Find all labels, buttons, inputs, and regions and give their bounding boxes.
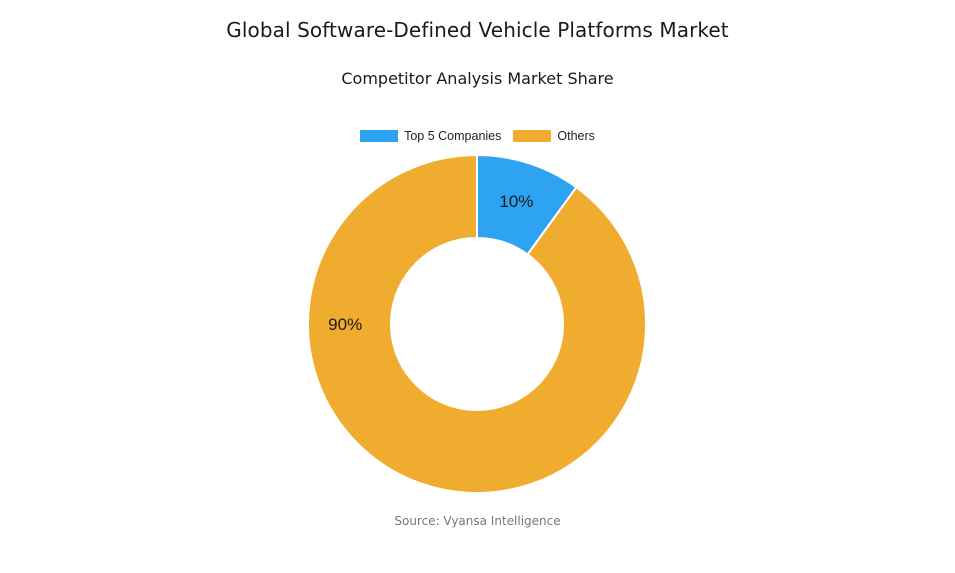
source-note: Source: Vyansa Intelligence bbox=[394, 514, 561, 528]
slice-label-others: 90% bbox=[328, 315, 362, 334]
legend-swatch-top5 bbox=[360, 130, 399, 142]
chart-subtitle: Competitor Analysis Market Share bbox=[341, 69, 614, 88]
legend-label-top5: Top 5 Companies bbox=[404, 129, 502, 143]
slice-label-top5: 10% bbox=[499, 192, 533, 211]
chart-title: Global Software-Defined Vehicle Platform… bbox=[226, 18, 729, 42]
legend-item-top5[interactable]: Top 5 Companies bbox=[360, 129, 501, 143]
legend-swatch-others bbox=[513, 130, 552, 142]
donut-labels: 10% 90% bbox=[328, 192, 533, 334]
legend-item-others[interactable]: Others bbox=[513, 129, 595, 143]
slice-others[interactable] bbox=[307, 153, 647, 494]
legend: Top 5 Companies Others bbox=[0, 129, 955, 143]
legend-label-others: Others bbox=[557, 129, 595, 143]
donut-slices bbox=[307, 153, 647, 494]
